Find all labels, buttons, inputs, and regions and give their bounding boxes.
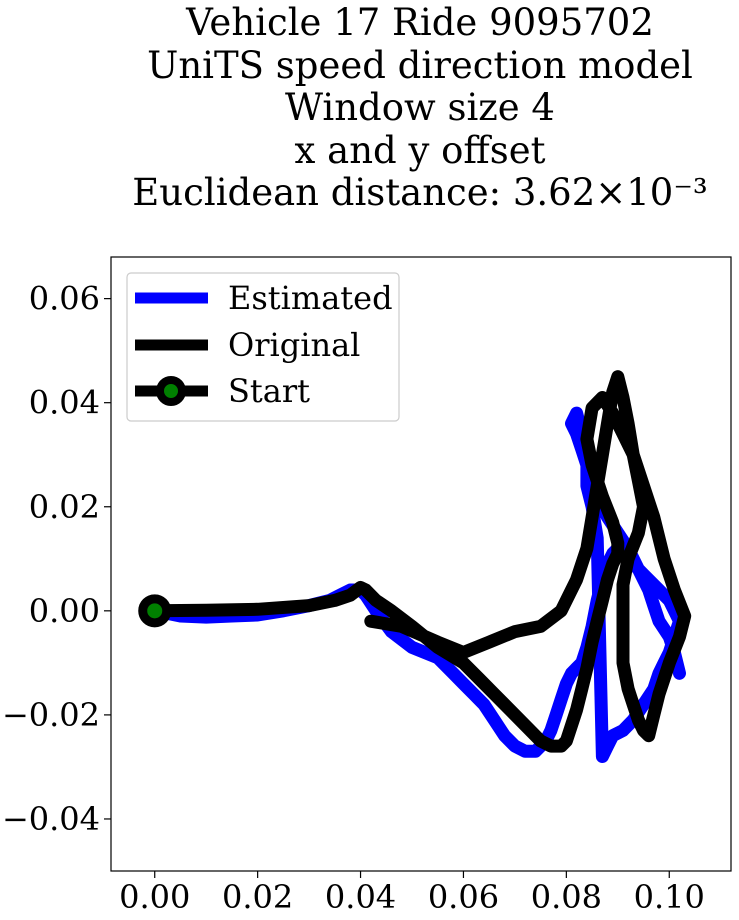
title-line-2: UniTS speed direction model bbox=[147, 43, 693, 87]
y-tick-label: −0.04 bbox=[2, 800, 100, 838]
y-tick-label: 0.06 bbox=[29, 280, 100, 318]
chart-title: Vehicle 17 Ride 9095702 UniTS speed dire… bbox=[60, 1, 739, 215]
legend-label-estimated: Estimated bbox=[228, 279, 393, 317]
title-line-5: Euclidean distance: 3.62×10⁻³ bbox=[132, 171, 708, 214]
y-tick-label: 0.00 bbox=[29, 592, 100, 630]
start-marker bbox=[138, 594, 172, 628]
legend-label-original: Original bbox=[228, 326, 360, 364]
x-tick-label: 0.00 bbox=[119, 878, 190, 916]
legend-label-start: Start bbox=[228, 372, 310, 410]
x-tick-label: 0.08 bbox=[531, 878, 602, 916]
x-tick-label: 0.06 bbox=[428, 878, 499, 916]
legend: Estimated Original Start bbox=[126, 272, 400, 422]
y-tick-label: 0.04 bbox=[29, 384, 100, 422]
legend-box bbox=[126, 272, 400, 422]
title-line-4: x and y offset bbox=[294, 128, 546, 172]
series-layer bbox=[138, 370, 692, 763]
x-tick-label: 0.02 bbox=[222, 878, 293, 916]
ticks-layer: 0.00 0.02 0.04 0.06 0.08 0.10 −0.04 −0.02 0.00 0.… bbox=[2, 280, 705, 916]
x-tick-label: 0.04 bbox=[325, 878, 396, 916]
legend-swatch-start-marker bbox=[156, 376, 186, 406]
y-tick-label: 0.02 bbox=[29, 488, 100, 526]
y-tick-label: −0.02 bbox=[2, 696, 100, 734]
title-line-3: Window size 4 bbox=[285, 86, 555, 129]
plot-area-frame bbox=[110, 256, 732, 872]
title-line-1: Vehicle 17 Ride 9095702 bbox=[186, 1, 654, 44]
x-tick-label: 0.10 bbox=[634, 878, 705, 916]
series-line-original bbox=[148, 370, 692, 753]
